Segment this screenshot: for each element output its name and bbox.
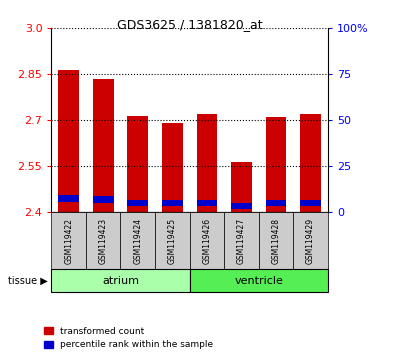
Bar: [93, 79, 114, 212]
Text: GSM119427: GSM119427: [237, 218, 246, 264]
Bar: [293, 212, 328, 269]
Bar: [197, 114, 217, 212]
Bar: [197, 200, 217, 206]
Text: atrium: atrium: [102, 275, 139, 286]
Bar: [127, 116, 148, 212]
Bar: [162, 124, 182, 212]
Text: tissue ▶: tissue ▶: [8, 275, 48, 285]
Text: GSM119424: GSM119424: [133, 218, 142, 264]
Bar: [93, 196, 114, 203]
Bar: [259, 212, 293, 269]
Bar: [300, 200, 321, 206]
Bar: [231, 202, 252, 209]
Text: GSM119422: GSM119422: [64, 218, 73, 264]
Text: GSM119423: GSM119423: [99, 218, 108, 264]
Text: ventricle: ventricle: [234, 275, 283, 286]
Text: GDS3625 / 1381820_at: GDS3625 / 1381820_at: [117, 18, 262, 31]
Text: GSM119426: GSM119426: [202, 218, 211, 264]
Text: GSM119425: GSM119425: [168, 218, 177, 264]
Text: GSM119428: GSM119428: [271, 218, 280, 264]
Bar: [265, 117, 286, 212]
Bar: [155, 212, 190, 269]
Bar: [224, 212, 259, 269]
Bar: [231, 162, 252, 212]
Bar: [162, 200, 182, 206]
Bar: [51, 269, 190, 292]
Legend: transformed count, percentile rank within the sample: transformed count, percentile rank withi…: [44, 327, 213, 349]
Bar: [127, 200, 148, 206]
Bar: [300, 114, 321, 212]
Bar: [58, 70, 79, 212]
Bar: [190, 269, 328, 292]
Text: GSM119429: GSM119429: [306, 218, 315, 264]
Bar: [58, 195, 79, 202]
Bar: [190, 212, 224, 269]
Bar: [86, 212, 120, 269]
Bar: [51, 212, 86, 269]
Bar: [265, 200, 286, 206]
Bar: [120, 212, 155, 269]
